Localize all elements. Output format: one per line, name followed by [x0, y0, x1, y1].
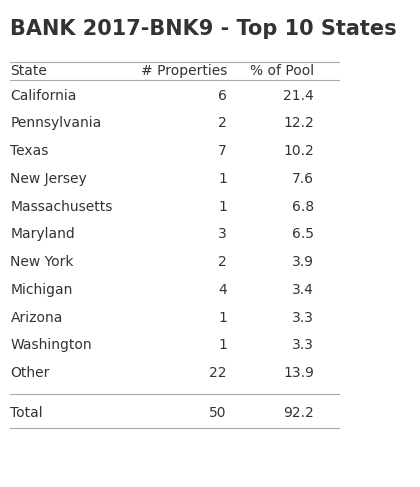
Text: 22: 22	[210, 366, 227, 380]
Text: 3: 3	[218, 227, 227, 242]
Text: Other: Other	[10, 366, 50, 380]
Text: Arizona: Arizona	[10, 311, 63, 325]
Text: 92.2: 92.2	[284, 406, 314, 419]
Text: 50: 50	[210, 406, 227, 419]
Text: Pennsylvania: Pennsylvania	[10, 116, 102, 131]
Text: Massachusetts: Massachusetts	[10, 200, 113, 214]
Text: % of Pool: % of Pool	[250, 64, 314, 77]
Text: 2: 2	[218, 116, 227, 131]
Text: 6.8: 6.8	[292, 200, 314, 214]
Text: 10.2: 10.2	[284, 144, 314, 158]
Text: 2: 2	[218, 255, 227, 269]
Text: 1: 1	[218, 200, 227, 214]
Text: 3.9: 3.9	[292, 255, 314, 269]
Text: Maryland: Maryland	[10, 227, 75, 242]
Text: 6: 6	[218, 89, 227, 103]
Text: 1: 1	[218, 172, 227, 186]
Text: 12.2: 12.2	[284, 116, 314, 131]
Text: 7: 7	[218, 144, 227, 158]
Text: 3.3: 3.3	[292, 338, 314, 353]
Text: Texas: Texas	[10, 144, 49, 158]
Text: New Jersey: New Jersey	[10, 172, 87, 186]
Text: 21.4: 21.4	[284, 89, 314, 103]
Text: Total: Total	[10, 406, 43, 419]
Text: # Properties: # Properties	[141, 64, 227, 77]
Text: 3.3: 3.3	[292, 311, 314, 325]
Text: New York: New York	[10, 255, 74, 269]
Text: 7.6: 7.6	[292, 172, 314, 186]
Text: California: California	[10, 89, 77, 103]
Text: BANK 2017-BNK9 - Top 10 States: BANK 2017-BNK9 - Top 10 States	[10, 19, 397, 39]
Text: 1: 1	[218, 311, 227, 325]
Text: Michigan: Michigan	[10, 283, 73, 297]
Text: 3.4: 3.4	[292, 283, 314, 297]
Text: 13.9: 13.9	[284, 366, 314, 380]
Text: Washington: Washington	[10, 338, 92, 353]
Text: State: State	[10, 64, 47, 77]
Text: 4: 4	[218, 283, 227, 297]
Text: 1: 1	[218, 338, 227, 353]
Text: 6.5: 6.5	[292, 227, 314, 242]
